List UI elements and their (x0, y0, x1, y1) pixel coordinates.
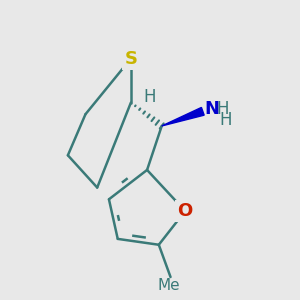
Text: H: H (217, 100, 230, 118)
Text: H: H (144, 88, 156, 106)
Text: Me: Me (158, 278, 180, 293)
Text: O: O (178, 202, 193, 220)
Text: H: H (219, 110, 231, 128)
Text: S: S (124, 50, 137, 68)
Polygon shape (162, 107, 204, 126)
Text: N: N (204, 100, 219, 118)
